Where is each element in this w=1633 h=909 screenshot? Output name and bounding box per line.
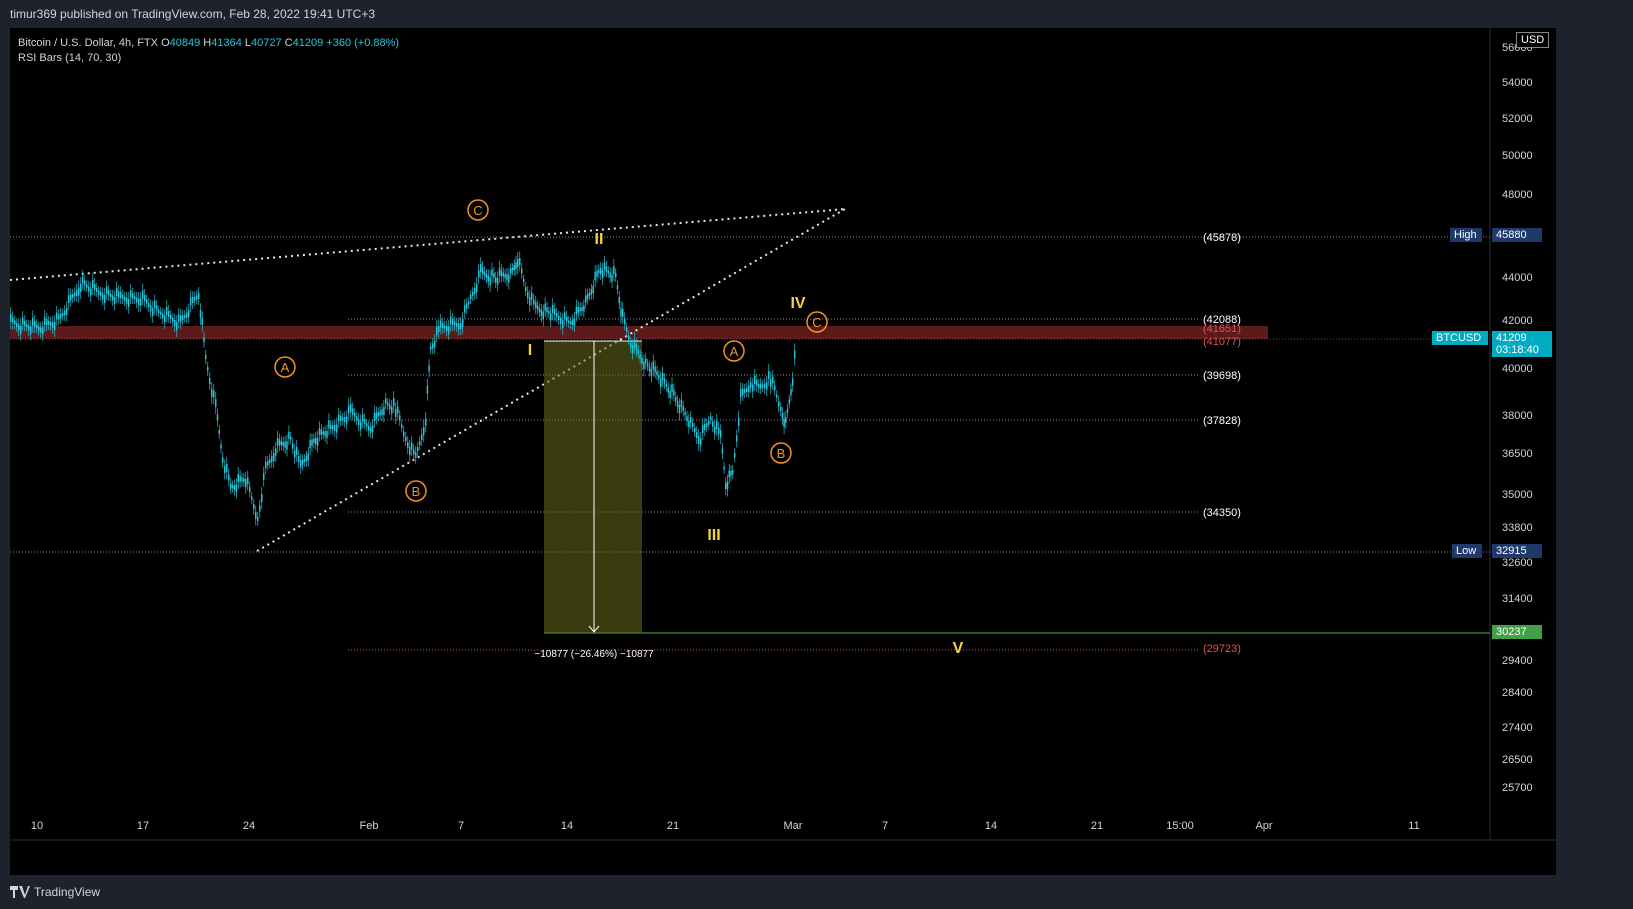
price-tick-label: 32600 (1502, 557, 1533, 569)
fib-level-label: (41651) (1203, 323, 1241, 335)
wave-label-c-circle (806, 311, 828, 333)
symbol-price-tag[interactable]: BTCUSD (1432, 331, 1488, 345)
chart-canvas[interactable]: 5600054000520005000048000440004200040000… (10, 28, 1556, 875)
wave-label-a-circle (274, 356, 296, 378)
wave-label-a: A (281, 360, 290, 375)
fib-level-label: (41077) (1203, 336, 1241, 348)
price-tick-label: 35000 (1502, 489, 1533, 501)
time-tick-label: Feb (360, 820, 379, 832)
price-tick-label: 40000 (1502, 363, 1533, 375)
wave-label-b-circle (770, 442, 792, 464)
time-tick-label: Apr (1255, 820, 1272, 832)
currency-badge[interactable]: USD (1516, 32, 1550, 48)
price-tick-label: 48000 (1502, 189, 1533, 201)
fib-level-label: (29723) (1203, 643, 1241, 655)
wave-label-a: A (730, 344, 739, 359)
last-price-tag[interactable]: 41209 03:18:40 (1492, 331, 1552, 357)
measure-box (544, 341, 642, 633)
time-tick-label: 14 (561, 820, 573, 832)
symbol-title[interactable]: Bitcoin / U.S. Dollar, 4h, FTX (18, 37, 158, 49)
low-tag[interactable]: Low (1452, 544, 1482, 558)
wave-label-iv: IV (790, 295, 805, 312)
wave-label-iii: III (707, 527, 720, 544)
time-tick-label: 21 (1091, 820, 1103, 832)
price-tick-label: 52000 (1502, 113, 1533, 125)
fib-level-label: (42088) (1203, 314, 1241, 326)
time-tick-label: 24 (243, 820, 255, 832)
price-tick-label: 29400 (1502, 655, 1533, 667)
price-tick-label: 54000 (1502, 77, 1533, 89)
wave-label-a-circle (723, 340, 745, 362)
resistance-zone (10, 326, 1268, 339)
target-price-tag[interactable]: 30237 (1492, 625, 1542, 639)
footer: TradingView (0, 875, 1633, 909)
fib-level-label: (45878) (1203, 232, 1241, 244)
candlestick-series (10, 251, 796, 526)
price-tick-label: 27400 (1502, 722, 1533, 734)
fib-level-label: (37828) (1203, 415, 1241, 427)
time-tick-label: 14 (985, 820, 997, 832)
wave-label-ii: II (595, 231, 604, 248)
chart-legend: Bitcoin / U.S. Dollar, 4h, FTX O40849 H4… (18, 36, 399, 66)
low-value-tag[interactable]: 32915 (1492, 544, 1542, 558)
price-tick-label: 31400 (1502, 593, 1533, 605)
price-tick-label: 25700 (1502, 782, 1533, 794)
time-tick-label: 11 (1408, 820, 1419, 832)
measure-label: −10877 (−26.46%) −10877 (534, 649, 654, 660)
tradingview-logo[interactable]: TradingView (10, 885, 100, 899)
tradingview-logo-icon (10, 886, 30, 898)
time-tick-label: Mar (784, 820, 803, 832)
price-tick-label: 33800 (1502, 522, 1533, 534)
wave-label-c: C (473, 203, 482, 218)
horizontal-levels (10, 236, 1490, 553)
price-tick-label: 42000 (1502, 315, 1533, 327)
time-tick-label: 21 (667, 820, 679, 832)
price-tick-label: 44000 (1502, 272, 1533, 284)
fib-level-label: (39698) (1203, 370, 1241, 382)
high-tag[interactable]: High (1450, 228, 1482, 242)
price-tick-label: 50000 (1502, 150, 1533, 162)
price-tick-label: 26500 (1502, 754, 1533, 766)
fib-level-label: (34350) (1203, 507, 1241, 519)
chart-area[interactable]: 56000 54000 52000 50000 48000 44000 42000 40000… (10, 28, 1556, 875)
top-bar: timur369 published on TradingView.com, F… (0, 0, 1633, 28)
wave-label-i: I (528, 342, 532, 359)
publish-info: timur369 published on TradingView.com, F… (10, 7, 376, 21)
ohlc-values: O40849 H41364 L40727 C41209 +360 (+0.88%… (161, 37, 400, 49)
wedge-trendlines (10, 208, 846, 552)
wave-label-c: C (812, 315, 821, 330)
time-tick-label: 7 (882, 820, 888, 832)
price-tick-label: 38000 (1502, 410, 1533, 422)
indicator-title[interactable]: RSI Bars (14, 70, 30) (18, 52, 122, 64)
time-tick-label: 7 (458, 820, 464, 832)
time-tick-label: 10 (31, 820, 43, 832)
wave-label-v: V (953, 640, 964, 657)
high-value-tag[interactable]: 45880 (1492, 228, 1542, 242)
wave-label-c-circle (467, 199, 489, 221)
wave-label-b: B (777, 446, 786, 461)
price-tick-label: 36500 (1502, 448, 1533, 460)
wave-label-b: B (412, 484, 421, 499)
wave-label-b-circle (405, 480, 427, 502)
time-tick-label: 15:00 (1166, 820, 1194, 832)
time-tick-label: 17 (137, 820, 149, 832)
price-tick-label: 28400 (1502, 687, 1533, 699)
